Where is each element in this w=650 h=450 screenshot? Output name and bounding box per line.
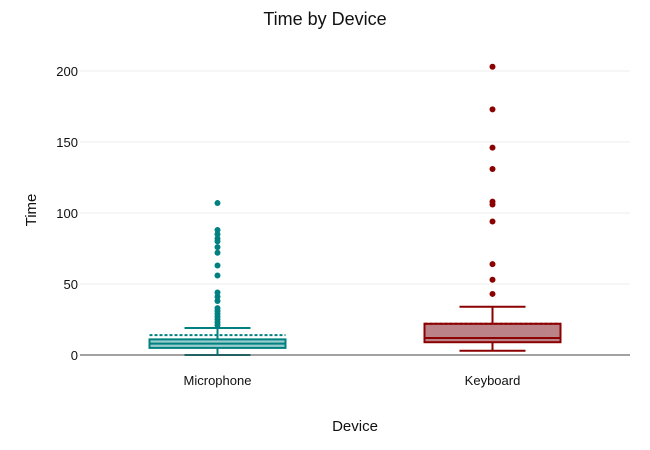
outlier-point-microphone-10 xyxy=(214,272,221,279)
box-keyboard xyxy=(423,63,562,352)
x-tick-label-microphone: Microphone xyxy=(184,373,252,388)
y-tick-label-200: 200 xyxy=(56,64,78,79)
outlier-point-keyboard-3 xyxy=(489,218,496,225)
outlier-point-keyboard-6 xyxy=(489,165,496,172)
outlier-point-microphone-13 xyxy=(214,244,221,251)
boxes xyxy=(148,63,562,356)
outlier-point-keyboard-8 xyxy=(489,106,496,113)
outlier-point-keyboard-2 xyxy=(489,261,496,268)
outlier-point-keyboard-1 xyxy=(489,276,496,283)
y-axis-title: Time xyxy=(23,194,40,227)
outlier-point-keyboard-7 xyxy=(489,144,496,151)
gridlines xyxy=(80,70,630,285)
y-tick-label-50: 50 xyxy=(64,277,78,292)
chart-title: Time by Device xyxy=(263,9,386,29)
x-axis-title: Device xyxy=(332,418,378,435)
outlier-point-microphone-15 xyxy=(214,235,221,242)
x-axis-ticks: Microphone Keyboard xyxy=(184,373,521,388)
outlier-point-keyboard-0 xyxy=(489,290,496,297)
outlier-point-microphone-7 xyxy=(214,298,221,305)
outlier-point-keyboard-5 xyxy=(489,198,496,205)
box-microphone xyxy=(148,200,287,356)
outlier-point-microphone-17 xyxy=(214,227,221,234)
outlier-point-microphone-8 xyxy=(214,293,221,300)
y-tick-label-150: 150 xyxy=(56,135,78,150)
y-tick-label-0: 0 xyxy=(71,348,78,363)
iqr-box-keyboard xyxy=(423,322,562,344)
outlier-point-microphone-9 xyxy=(214,289,221,296)
y-tick-label-100: 100 xyxy=(56,206,78,221)
outlier-point-microphone-16 xyxy=(214,231,221,238)
outlier-point-microphone-12 xyxy=(214,249,221,256)
y-axis-ticks: 0 50 100 150 200 xyxy=(56,64,78,363)
outlier-point-microphone-18 xyxy=(214,200,221,207)
outlier-point-keyboard-9 xyxy=(489,63,496,70)
x-tick-label-keyboard: Keyboard xyxy=(465,373,521,388)
outlier-point-microphone-11 xyxy=(214,262,221,269)
outlier-point-microphone-6 xyxy=(214,305,221,312)
